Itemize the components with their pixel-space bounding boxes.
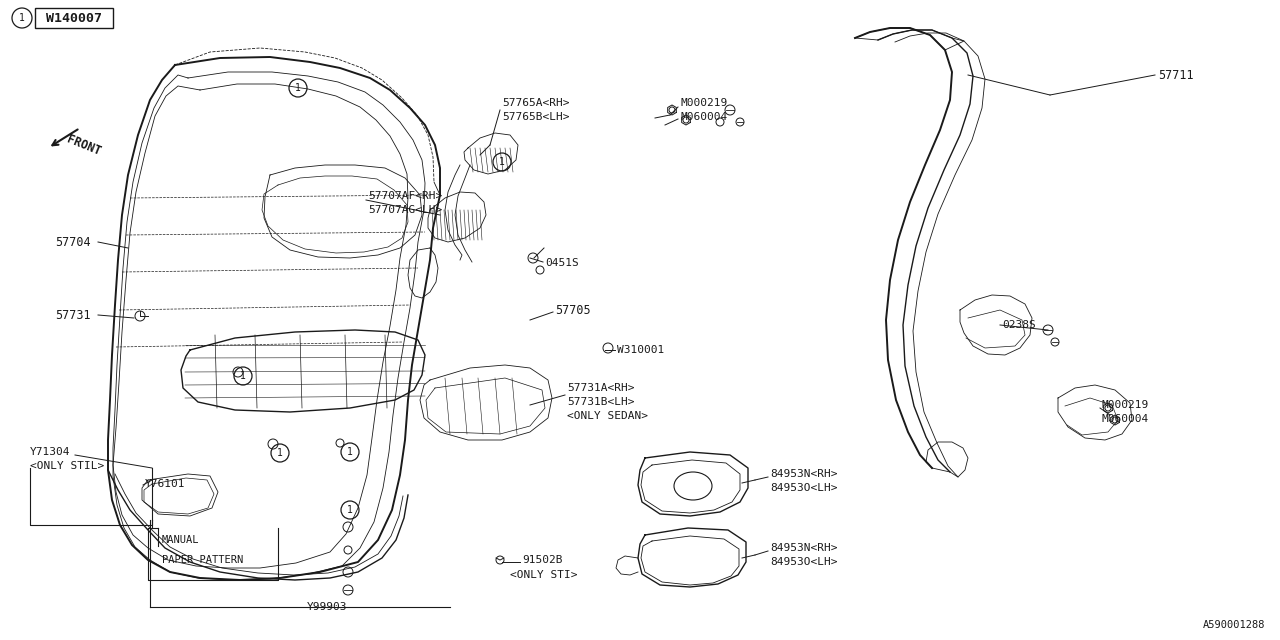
Text: 84953N<RH>: 84953N<RH> (771, 469, 837, 479)
Text: 57704: 57704 (55, 236, 91, 248)
Text: 1: 1 (276, 448, 283, 458)
Text: 1: 1 (499, 157, 504, 167)
Text: MANUAL: MANUAL (163, 535, 200, 545)
Text: 1: 1 (347, 505, 353, 515)
Text: Y99903: Y99903 (307, 602, 347, 612)
Text: 1: 1 (296, 83, 301, 93)
Text: FRONT: FRONT (65, 132, 102, 158)
Text: 0238S: 0238S (1002, 320, 1036, 330)
Text: 57707AG<LH>: 57707AG<LH> (369, 205, 443, 215)
Text: 57731: 57731 (55, 308, 91, 321)
Text: 1: 1 (19, 13, 24, 23)
Text: PAPER PATTERN: PAPER PATTERN (163, 555, 243, 565)
Text: 1: 1 (241, 371, 246, 381)
Text: <ONLY STIL>: <ONLY STIL> (29, 461, 104, 471)
Text: A590001288: A590001288 (1202, 620, 1265, 630)
Text: 84953N<RH>: 84953N<RH> (771, 543, 837, 553)
Text: Y76101: Y76101 (145, 479, 186, 489)
Text: M000219: M000219 (680, 98, 727, 108)
FancyBboxPatch shape (35, 8, 113, 28)
Text: 57731B<LH>: 57731B<LH> (567, 397, 635, 407)
Text: 57711: 57711 (1158, 68, 1194, 81)
Text: M060004: M060004 (1102, 414, 1149, 424)
Text: W140007: W140007 (46, 12, 102, 24)
Text: 57707AF<RH>: 57707AF<RH> (369, 191, 443, 201)
Text: 84953O<LH>: 84953O<LH> (771, 557, 837, 567)
Text: 57731A<RH>: 57731A<RH> (567, 383, 635, 393)
Text: 84953O<LH>: 84953O<LH> (771, 483, 837, 493)
Text: <ONLY STI>: <ONLY STI> (509, 570, 577, 580)
Text: 57705: 57705 (556, 303, 590, 317)
Text: M060004: M060004 (680, 112, 727, 122)
Text: 0451S: 0451S (545, 258, 579, 268)
Text: 57765A<RH>: 57765A<RH> (502, 98, 570, 108)
Text: 57765B<LH>: 57765B<LH> (502, 112, 570, 122)
Text: <ONLY SEDAN>: <ONLY SEDAN> (567, 411, 648, 421)
Text: W310001: W310001 (617, 345, 664, 355)
Text: 91502B: 91502B (522, 555, 562, 565)
Text: M000219: M000219 (1102, 400, 1149, 410)
Text: 1: 1 (347, 447, 353, 457)
Text: Y71304: Y71304 (29, 447, 70, 457)
